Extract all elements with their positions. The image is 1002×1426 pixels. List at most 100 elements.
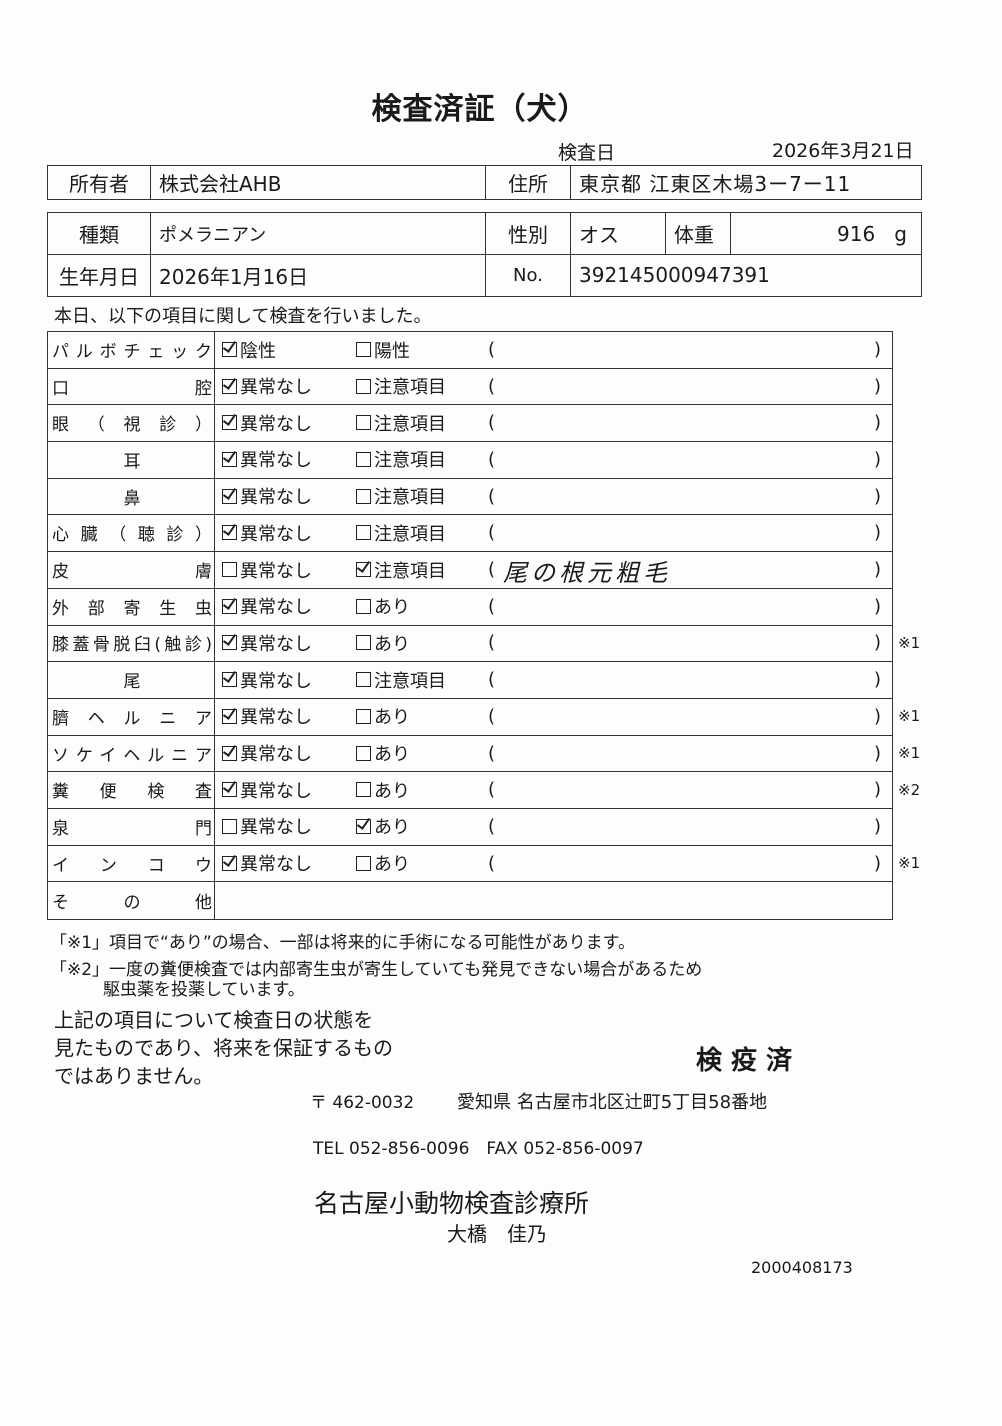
document-id: 2000408173 xyxy=(751,1258,853,1277)
clinic-name: 名古屋小動物検査診療所 xyxy=(314,1189,590,1218)
option-2: 注意項目 xyxy=(356,368,446,405)
option-2: あり xyxy=(356,771,410,808)
option-label: 異常なし xyxy=(240,560,312,582)
exam-item-label: 尾 xyxy=(52,661,212,698)
checkbox-icon xyxy=(356,672,371,688)
exam-row: 外部寄生虫 異常なし あり () xyxy=(47,587,893,626)
checked-box-icon xyxy=(222,378,237,394)
clinic-phone-fax: TEL 052-856-0096 FAX 052-856-0097 xyxy=(313,1139,644,1159)
weight-value: 916 xyxy=(837,221,876,246)
exam-item-label-text: 泉門 xyxy=(52,818,212,839)
exam-item-label: 外部寄生虫 xyxy=(52,588,212,625)
paren-open: ( xyxy=(488,485,496,507)
option-1: 異常なし xyxy=(222,625,312,662)
option-1: 異常なし xyxy=(222,735,312,772)
sex-value: オス xyxy=(571,213,666,254)
exam-item-label: 鼻 xyxy=(52,478,212,515)
footnote-mark: ※2 xyxy=(898,780,921,799)
quarantine-stamp: 検 疫 済 xyxy=(696,1046,793,1076)
handwritten-note: 尾の根元粗毛 xyxy=(503,559,671,588)
option-1: 異常なし xyxy=(222,551,312,588)
checkbox-icon xyxy=(356,342,371,358)
option-label: 注意項目 xyxy=(374,487,446,509)
paren-open: ( xyxy=(488,375,496,397)
paren-open: ( xyxy=(488,852,496,874)
doctor-name: 大橋 佳乃 xyxy=(447,1222,547,1246)
checked-box-icon xyxy=(222,782,237,798)
paren-close: ) xyxy=(874,852,882,874)
option-1: 異常なし xyxy=(222,771,312,808)
exam-row: 尾 異常なし 注意項目 () xyxy=(47,661,893,699)
option-label: あり xyxy=(374,744,410,766)
exam-item-label-text: 皮膚 xyxy=(52,562,212,583)
exam-row: 膝蓋骨脱臼(触診) 異常なし あり () ※1 xyxy=(47,624,920,663)
checked-box-icon xyxy=(222,708,237,724)
exam-row: 鼻 異常なし 注意項目 () xyxy=(47,477,893,516)
exam-row-other: その他 xyxy=(47,881,893,921)
checkbox-icon xyxy=(356,598,371,614)
footnote-mark: ※1 xyxy=(898,854,921,873)
exam-row: 皮膚 異常なし 注意項目 () 尾の根元粗毛 xyxy=(47,551,893,589)
option-label: 注意項目 xyxy=(374,670,446,692)
option-label: 異常なし xyxy=(240,744,312,766)
number-label: No. xyxy=(486,254,571,296)
exam-item-label: インコウ xyxy=(52,845,212,882)
footnote-mark: ※1 xyxy=(898,744,921,763)
option-2: あり xyxy=(356,588,410,625)
weight-label: 体重 xyxy=(666,213,731,254)
paren-open: ( xyxy=(488,779,496,801)
exam-row: 耳 異常なし 注意項目 () xyxy=(47,441,893,479)
exam-row: 口腔 異常なし 注意項目 () xyxy=(47,367,893,406)
checked-box-icon xyxy=(222,672,237,688)
column-divider xyxy=(214,514,215,552)
option-label: あり xyxy=(374,707,410,729)
footnote-mark: ※1 xyxy=(898,707,921,726)
option-2: あり xyxy=(356,845,410,882)
checked-box-icon xyxy=(222,745,237,761)
checkbox-icon xyxy=(356,488,371,504)
option-1: 異常なし xyxy=(222,441,312,478)
paren-close: ) xyxy=(874,815,882,837)
exam-item-label-text: 外部寄生虫 xyxy=(52,598,212,619)
clinic-address: 愛知県 名古屋市北区辻町5丁目58番地 xyxy=(457,1092,768,1113)
option-label: 注意項目 xyxy=(374,523,446,545)
column-divider xyxy=(214,771,215,809)
paren-close: ) xyxy=(874,669,882,691)
option-label: あり xyxy=(374,780,410,802)
address-label: 住所 xyxy=(486,166,571,199)
option-2: あり xyxy=(356,735,410,772)
option-2: 注意項目 xyxy=(356,551,446,588)
option-label: 異常なし xyxy=(240,597,312,619)
exam-row: 泉門 異常なし あり () xyxy=(47,808,893,846)
option-label: あり xyxy=(374,633,410,655)
exam-item-label: 耳 xyxy=(52,441,212,478)
disclaimer: 上記の項目について検査日の状態を 見たものであり、将来を保証するもの ではありま… xyxy=(54,1006,393,1090)
checkbox-icon xyxy=(356,525,371,541)
owner-table: 所有者 株式会社AHB 住所 東京都 江東区木場3ー7ー11 xyxy=(47,165,922,200)
checked-box-icon xyxy=(222,451,237,467)
paren-open: ( xyxy=(488,595,496,617)
exam-item-label-text: 糞便検査 xyxy=(52,782,212,803)
exam-item-label: 臍ヘルニア xyxy=(52,698,212,735)
option-label: 異常なし xyxy=(240,377,312,399)
option-label: 異常なし xyxy=(240,450,312,472)
postal-code: 〒 462-0032 xyxy=(310,1093,415,1113)
option-2: あり xyxy=(356,698,410,735)
exam-item-label-text: 鼻 xyxy=(123,488,141,509)
exam-item-label: 泉門 xyxy=(52,808,212,845)
exam-date-label: 検査日 xyxy=(558,142,616,164)
breed-label: 種類 xyxy=(48,213,151,254)
paren-close: ) xyxy=(874,485,882,507)
exam-item-label: パルボチェック xyxy=(52,332,212,368)
paren-open: ( xyxy=(488,742,496,764)
paren-open: ( xyxy=(488,559,496,581)
option-label: 異常なし xyxy=(240,413,312,435)
exam-item-label-text: 膝蓋骨脱臼(触診) xyxy=(52,635,212,656)
option-1: 異常なし xyxy=(222,368,312,405)
footnote-2: 「※2」一度の糞便検査では内部寄生虫が寄生していても発見できない場合があるため xyxy=(50,960,703,980)
option-label: 陽性 xyxy=(374,340,410,362)
exam-row: 眼（視診） 異常なし 注意項目 () xyxy=(47,404,893,443)
disclaimer-line: 上記の項目について検査日の状態を xyxy=(54,1008,374,1032)
option-1: 異常なし xyxy=(222,478,312,515)
